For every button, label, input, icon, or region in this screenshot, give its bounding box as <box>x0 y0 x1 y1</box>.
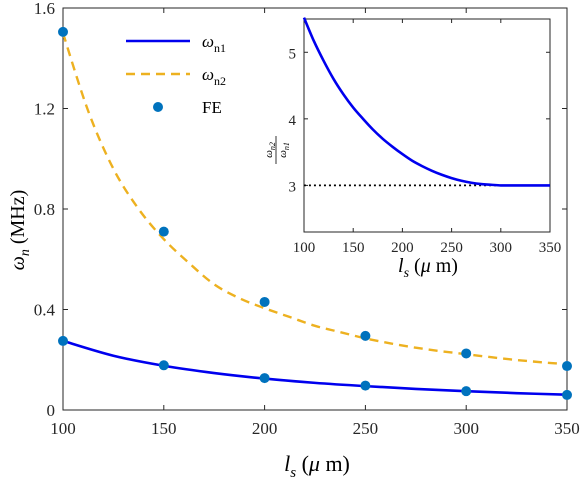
main-y-tick-label: 0.8 <box>34 200 55 219</box>
main-y-tick-label: 0.4 <box>34 301 56 320</box>
main-x-tick-label: 150 <box>151 419 177 438</box>
inset-x-tick-label: 250 <box>440 240 463 256</box>
main-series-2-point <box>259 296 270 307</box>
main-series-0-line <box>62 339 568 396</box>
inset-frame <box>303 18 551 233</box>
inset-y-tick-label: 4 <box>289 113 297 129</box>
main-series <box>58 26 572 400</box>
inset-series <box>302 17 550 187</box>
main-series-2-point <box>259 373 270 384</box>
legend-label-fe: FE <box>202 98 222 117</box>
main-series-2-point <box>360 330 371 341</box>
inset-background <box>304 19 550 232</box>
inset-series-1-line <box>302 17 550 187</box>
main-series-2-point <box>360 380 371 391</box>
main-series-2-point <box>562 389 572 400</box>
main-x-tick-label: 250 <box>353 419 379 438</box>
legend: ωn1 ωn2 FE <box>126 32 226 117</box>
svg-text:ωn2: ωn2 <box>263 142 277 158</box>
svg-text:ωn (MHz): ωn (MHz) <box>7 190 33 271</box>
legend-label-wn1: ωn1 <box>202 32 226 55</box>
inset-y-axis-label: ωn2 ωn1 <box>263 136 291 164</box>
main-y-tick-label: 1.6 <box>34 0 55 18</box>
main-series-1-line <box>61 32 568 366</box>
main-series-2-point <box>562 361 572 372</box>
main-y-tick-label: 0 <box>47 401 56 420</box>
main-series-2-point <box>58 335 68 346</box>
inset-x-axis-label: ls (μ m) <box>398 255 458 281</box>
legend-swatch-fe <box>153 102 163 112</box>
svg-text:ls (μ m): ls (μ m) <box>398 255 458 281</box>
svg-text:ωn1: ωn1 <box>277 142 291 158</box>
main-y-tick-label: 1.2 <box>34 100 55 119</box>
inset-x-tick-label: 150 <box>342 240 365 256</box>
main-x-tick-label: 200 <box>252 419 278 438</box>
main-series-2-point <box>158 360 169 371</box>
inset-y-tick-label: 3 <box>289 179 297 195</box>
main-x-axis-label: ls (μ m) <box>284 451 350 481</box>
main-y-axis-label: ωn (MHz) <box>7 190 33 271</box>
inset-x-tick-label: 350 <box>539 240 562 256</box>
main-x-tick-label: 100 <box>50 419 76 438</box>
main-series-2-point <box>58 26 68 37</box>
main-x-tick-label: 350 <box>554 419 580 438</box>
inset-x-tick-label: 300 <box>490 240 513 256</box>
main-series-2-point <box>461 348 472 359</box>
svg-text:ls (μ m): ls (μ m) <box>284 451 350 481</box>
inset-y-tick-label: 5 <box>289 46 297 62</box>
inset-axes: 100 150 200 250 300 350 3 4 5 <box>289 18 562 256</box>
legend-label-wn2: ωn2 <box>202 65 226 88</box>
inset-x-tick-label: 100 <box>293 240 316 256</box>
main-series-2-point <box>461 386 472 397</box>
main-series-2-point <box>158 226 169 237</box>
main-axes: 100 150 200 250 300 350 0 0.4 0.8 1.2 1.6 <box>34 0 580 438</box>
main-x-tick-label: 300 <box>453 419 479 438</box>
inset-x-tick-label: 200 <box>391 240 414 256</box>
